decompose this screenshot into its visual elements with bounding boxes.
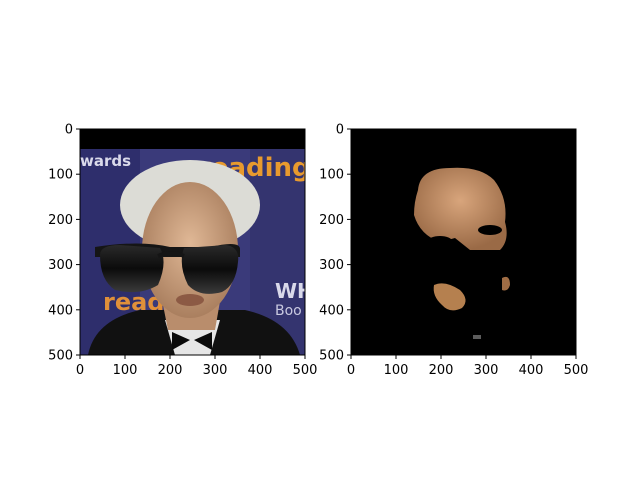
y-tick-label-left-1: 100: [48, 168, 73, 183]
axes-frame-right: [350, 128, 577, 356]
left-lens: [100, 245, 164, 293]
y-tick-label-right-1: 100: [319, 168, 344, 183]
x-tick-label-left-1: 100: [113, 363, 138, 378]
segmented-face: [414, 167, 510, 339]
x-tick-label-right-2: 200: [429, 363, 454, 378]
x-tick-label-right-4: 400: [519, 363, 544, 378]
backdrop-text-wh: WH: [275, 279, 314, 303]
y-tick-label-right-0: 0: [336, 123, 344, 138]
image-panel-right: [351, 129, 576, 355]
x-tick-label-right-5: 500: [564, 363, 589, 378]
y-tick-label-left-0: 0: [65, 123, 73, 138]
x-tick-label-left-4: 400: [248, 363, 273, 378]
x-tick-label-right-3: 300: [474, 363, 499, 378]
x-tick-label-left-2: 200: [158, 363, 183, 378]
backdrop-text-wards: wards: [80, 152, 131, 170]
y-tick-label-left-2: 200: [48, 213, 73, 228]
y-tick-label-left-5: 500: [48, 349, 73, 364]
y-tick-label-right-4: 400: [319, 303, 344, 318]
sunglasses: [95, 243, 240, 294]
y-tick-label-left-3: 300: [48, 258, 73, 273]
axes-frame-left: [79, 128, 306, 356]
bow-tie: [172, 332, 212, 350]
y-tick-label-right-5: 500: [319, 349, 344, 364]
x-tick-label-left-0: 0: [76, 363, 84, 378]
x-tick-label-left-3: 300: [203, 363, 228, 378]
right-lens: [181, 245, 239, 294]
y-tick-label-right-3: 300: [319, 258, 344, 273]
y-tick-label-right-2: 200: [319, 213, 344, 228]
backdrop-text-boo: Boo: [275, 303, 302, 319]
image-panel-left: wards reading WH Boo readi: [80, 129, 314, 355]
x-tick-label-left-5: 500: [293, 363, 318, 378]
y-tick-label-left-4: 400: [48, 303, 73, 318]
x-tick-label-right-0: 0: [347, 363, 355, 378]
x-tick-label-right-1: 100: [384, 363, 409, 378]
